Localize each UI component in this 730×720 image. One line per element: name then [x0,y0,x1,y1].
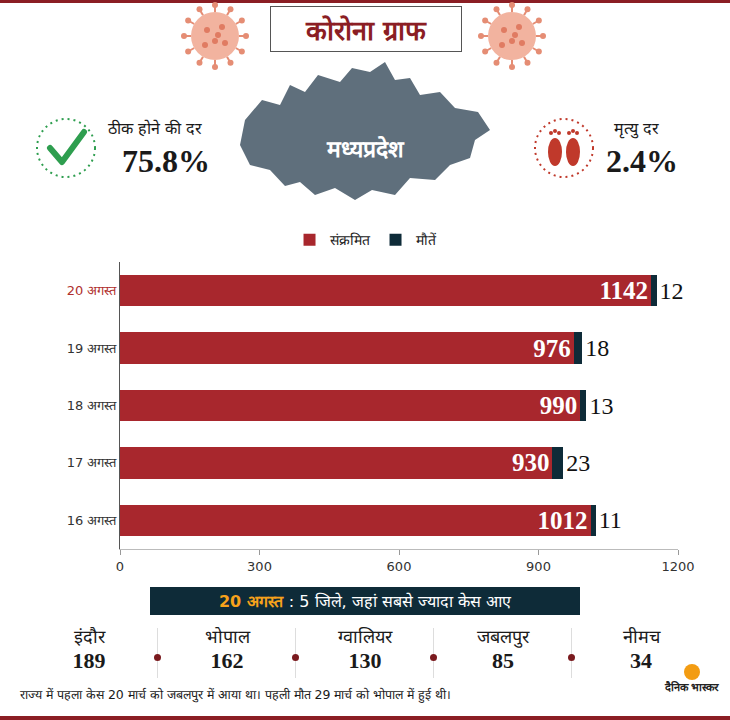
svg-text:11: 11 [599,507,622,533]
html-text:75.8%: 75.8% [122,143,210,179]
svg-text:1012: 1012 [538,507,588,534]
svg-text:16 अगस्त: 16 अगस्त [67,513,118,528]
html-text:162: 162 [210,648,244,673]
html-text:34: 34 [630,648,652,673]
svg-text:1200: 1200 [661,559,694,574]
html-text:दैनिक भास्कर: दैनिक भास्कर [664,681,720,694]
html-text:मध्यप्रदेश: मध्यप्रदेश [326,136,404,162]
svg-text:19 अगस्त: 19 अगस्त [67,341,118,356]
svg-text:900: 900 [526,559,551,574]
html-text:राज्य में पहला केस 20 मार्च को: राज्य में पहला केस 20 मार्च को जबलपुर मे… [20,687,452,702]
html-text:जबलपुर: जबलपुर [477,626,529,647]
html-text:130: 130 [348,648,382,673]
html-text:भोपाल: भोपाल [204,626,250,647]
html-text:2.4%: 2.4% [606,143,678,179]
html-text:इंदौर: इंदौर [73,626,105,647]
svg-text:13: 13 [589,393,613,419]
svg-text:20 अगस्त: 20 अगस्त [67,283,118,298]
html-text:20 अगस्त : 5 जिले, जहां सबसे ज: 20 अगस्त : 5 जिले, जहां सबसे ज्यादा केस … [218,592,511,611]
svg-text:18 अगस्त: 18 अगस्त [67,398,118,413]
html-text:ठीक होने की दर: ठीक होने की दर [108,119,203,138]
svg-text:930: 930 [512,449,550,476]
svg-text:976: 976 [533,335,571,362]
svg-text:12: 12 [660,278,684,304]
svg-text:1142: 1142 [599,277,648,304]
svg-text:मौतें: मौतें [416,232,437,248]
svg-text:600: 600 [387,559,412,574]
html-text:ग्वालियर: ग्वालियर [338,626,392,647]
html-text:85: 85 [492,648,514,673]
svg-text:17 अगस्त: 17 अगस्त [67,455,118,470]
svg-text:23: 23 [566,450,590,476]
html-text:नीमच: नीमच [622,626,660,647]
html-text:मृत्यु दर: मृत्यु दर [614,119,660,138]
svg-text:संक्रमित: संक्रमित [330,232,371,248]
svg-text:300: 300 [247,559,272,574]
html-text:189: 189 [72,648,106,673]
svg-text:18: 18 [585,335,609,361]
svg-text:0: 0 [116,559,124,574]
svg-text:990: 990 [540,392,578,419]
html-text:कोरोना ग्राफ: कोरोना ग्राफ [305,14,427,46]
